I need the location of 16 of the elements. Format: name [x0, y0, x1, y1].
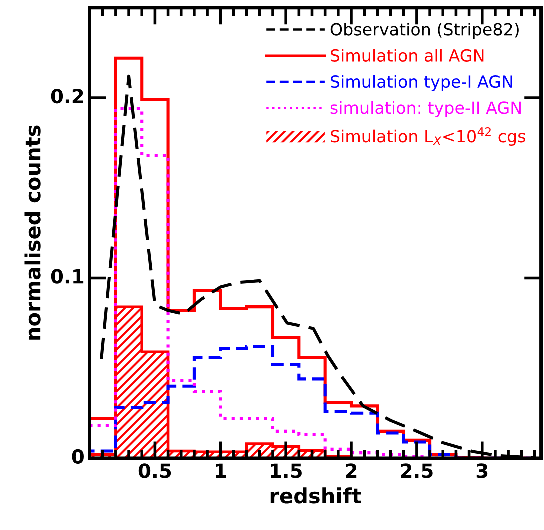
- x-tick-label: 2: [346, 464, 357, 478]
- x-tick-label: 3: [476, 464, 488, 478]
- x-tick-label: 0.5: [138, 464, 172, 478]
- legend-label: Simulation L$_{X}$<10$^{42}$ cgs: [331, 127, 526, 146]
- legend-label: Observation (Stripe82): [330, 22, 519, 40]
- x-tick-label: 1.5: [271, 464, 302, 478]
- x-tick-label: 2.5: [401, 464, 433, 478]
- legend-label: Simulation all AGN: [331, 49, 484, 62]
- x-tick-label: 1: [216, 464, 226, 478]
- x-axis-title: redshift: [270, 488, 362, 504]
- legend-label: simulation: type-II AGN: [330, 101, 521, 118]
- y-axis-title: normalised counts: [24, 126, 41, 340]
- y-tick-label: 0.1: [51, 269, 84, 284]
- legend-label: Simulation type-I AGN: [331, 75, 512, 92]
- y-tick-label: 0.2: [51, 88, 84, 104]
- y-tick-label: 0: [72, 449, 84, 464]
